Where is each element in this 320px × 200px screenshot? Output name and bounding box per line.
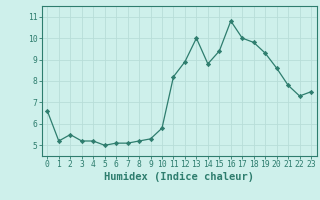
X-axis label: Humidex (Indice chaleur): Humidex (Indice chaleur) [104, 172, 254, 182]
